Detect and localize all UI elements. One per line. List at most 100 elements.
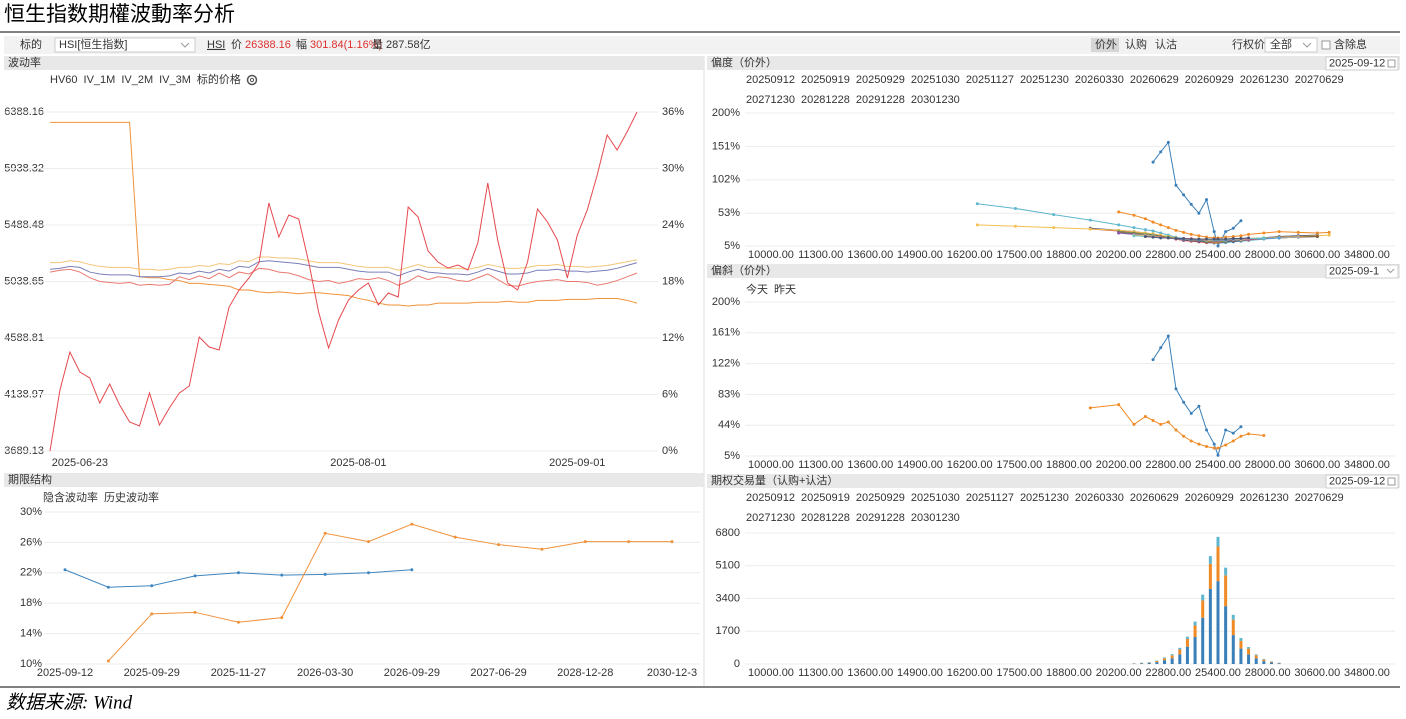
legend-label[interactable]: 今天 xyxy=(746,282,768,296)
date-box[interactable] xyxy=(1325,56,1399,71)
legend-label[interactable]: 20281228 xyxy=(801,94,850,106)
point xyxy=(1151,235,1155,239)
volume-label: 量 xyxy=(372,38,383,51)
x-tick-label: 16200.00 xyxy=(947,667,993,679)
checkbox[interactable] xyxy=(1321,40,1331,50)
legend-label[interactable]: 20260629 xyxy=(1130,492,1179,504)
source: 数据来源: Wind xyxy=(6,692,133,713)
legend-label[interactable]: 20260330 xyxy=(1075,74,1124,86)
price: 26388.16 xyxy=(245,39,291,51)
legend-label[interactable]: 20291228 xyxy=(856,94,905,106)
legend-label[interactable]: 20250912 xyxy=(746,492,795,504)
bar-segment xyxy=(1155,660,1159,663)
legend-label[interactable]: 20251030 xyxy=(911,492,960,504)
legend-label[interactable]: 20260929 xyxy=(1185,492,1234,504)
x-tick-label: 10000.00 xyxy=(748,667,794,679)
gear-hub[interactable] xyxy=(249,77,255,83)
legend-label[interactable]: 标的价格 xyxy=(197,72,241,86)
strike-select[interactable] xyxy=(1264,37,1318,53)
legend-label[interactable]: 20271230 xyxy=(746,94,795,106)
legend-label[interactable]: 20261230 xyxy=(1240,74,1289,86)
bar-segment xyxy=(1254,654,1258,656)
legend-label[interactable]: 20250929 xyxy=(856,74,905,86)
series-line xyxy=(1152,334,1242,457)
series-line xyxy=(49,260,638,278)
legend-label[interactable]: 20260330 xyxy=(1075,492,1124,504)
date: 2025-09-1 xyxy=(1329,265,1379,277)
ex-dividend[interactable]: 含除息 xyxy=(1334,37,1367,51)
point xyxy=(1212,230,1216,234)
settings-icon[interactable] xyxy=(246,74,258,86)
point xyxy=(1151,220,1155,224)
point xyxy=(1197,237,1201,241)
series-line xyxy=(49,111,638,452)
point xyxy=(1197,211,1201,215)
tab[interactable]: 认沽 xyxy=(1155,38,1177,51)
x-tick-label: 2025-11-27 xyxy=(211,667,266,679)
bar-segment xyxy=(1147,662,1151,663)
tab[interactable]: 价外 xyxy=(1095,38,1117,51)
legend-label[interactable]: 20270629 xyxy=(1295,74,1344,86)
gear[interactable] xyxy=(246,74,258,86)
strike-filter[interactable]: 全部 xyxy=(1270,37,1292,51)
x-tick-label: 25400.00 xyxy=(1195,249,1241,261)
legend-label[interactable]: 20251230 xyxy=(1020,74,1069,86)
legend-label[interactable]: IV_2M xyxy=(121,74,153,86)
legend-label[interactable]: 20250912 xyxy=(746,74,795,86)
bar-segment xyxy=(1140,663,1144,664)
bar-segment xyxy=(1239,648,1243,664)
legend-label[interactable]: 20251030 xyxy=(911,74,960,86)
legend-label[interactable]: 20301230 xyxy=(911,94,960,106)
legend-label[interactable]: IV_1M xyxy=(84,74,116,86)
x-tick-label: 11300.00 xyxy=(798,249,843,261)
legend-label[interactable]: 20250929 xyxy=(856,492,905,504)
point xyxy=(1088,218,1092,222)
underlying-select[interactable] xyxy=(54,37,196,53)
bar-segment xyxy=(1170,655,1174,659)
x-tick-label: 2025-09-01 xyxy=(549,457,605,469)
y2-tick-label: 18% xyxy=(662,275,684,287)
legend-label[interactable]: 20301230 xyxy=(911,512,960,524)
legend-label[interactable]: 20291228 xyxy=(856,512,905,524)
y-tick-label: 53% xyxy=(718,207,740,219)
x-tick-label: 18800.00 xyxy=(1046,667,1092,679)
x-tick-label: 25400.00 xyxy=(1195,667,1241,679)
code-link[interactable]: HSI xyxy=(207,39,225,51)
legend-label[interactable]: 历史波动率 xyxy=(104,490,159,504)
x-tick-label: 28000.00 xyxy=(1245,459,1291,471)
bar-segment xyxy=(1185,636,1189,639)
point xyxy=(367,571,370,575)
legend-label[interactable]: 昨天 xyxy=(774,283,796,296)
point xyxy=(1182,230,1186,234)
legend-label[interactable]: 20251127 xyxy=(966,74,1014,86)
date-box[interactable] xyxy=(1325,474,1399,489)
legend-label[interactable]: 20251127 xyxy=(966,492,1014,504)
y2-tick-label: 30% xyxy=(662,162,684,174)
legend-label[interactable]: 20250919 xyxy=(801,74,850,86)
legend-label[interactable]: 20270629 xyxy=(1295,492,1344,504)
y-tick-label: 200% xyxy=(712,296,740,308)
x-tick-label: 22800.00 xyxy=(1145,249,1191,261)
y-tick-label: 151% xyxy=(712,140,740,152)
legend-label[interactable]: 20261230 xyxy=(1240,492,1289,504)
legend-label[interactable]: 隐含波动率 xyxy=(43,490,98,504)
point xyxy=(1143,415,1147,419)
legend-label[interactable]: 20250919 xyxy=(801,492,850,504)
tab[interactable]: 认购 xyxy=(1125,37,1147,51)
legend-label[interactable]: 20260629 xyxy=(1130,74,1179,86)
legend-label[interactable]: HV60 xyxy=(50,74,78,86)
y-tick-label: 22% xyxy=(20,567,42,579)
point xyxy=(1174,183,1178,187)
legend-label[interactable]: 20271230 xyxy=(746,512,795,524)
legend-label[interactable]: 20260929 xyxy=(1185,74,1234,86)
legend-label[interactable]: 20251230 xyxy=(1020,492,1069,504)
legend-label[interactable]: 20281228 xyxy=(801,512,850,524)
x-tick-label: 11300.00 xyxy=(798,459,843,471)
series-line xyxy=(107,523,672,662)
x-tick-label: 28000.00 xyxy=(1245,667,1291,679)
date-box[interactable] xyxy=(1325,264,1399,279)
legend-label[interactable]: IV_3M xyxy=(159,74,191,86)
panel-title: 波动率 xyxy=(8,55,41,69)
underlying-value[interactable]: HSI[恒生指数] xyxy=(59,37,127,51)
point xyxy=(323,531,327,535)
